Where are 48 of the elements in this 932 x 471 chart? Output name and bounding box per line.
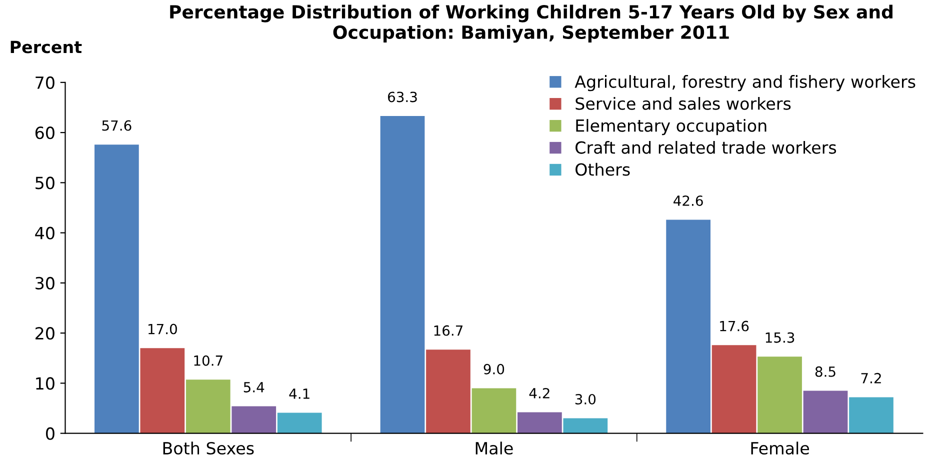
legend-label: Craft and related trade workers bbox=[576, 140, 836, 154]
y-tick-label: 60 bbox=[35, 126, 54, 140]
bar bbox=[803, 390, 848, 434]
x-tick-label: Male bbox=[476, 442, 513, 455]
y-tick-label: 30 bbox=[36, 276, 54, 290]
legend-label: Others bbox=[576, 162, 630, 176]
bar bbox=[563, 418, 608, 434]
y-tick-label: 10 bbox=[36, 377, 54, 390]
bar bbox=[186, 380, 230, 434]
bar bbox=[666, 220, 710, 434]
bar bbox=[426, 350, 470, 434]
bar bbox=[849, 397, 894, 434]
bar bbox=[380, 116, 425, 434]
chart-title: Percentage Distribution of Working Children 5-17 Years Old by Sex and Occupation: Bamiyan, September 2011 bbox=[170, 4, 892, 43]
legend-label: Service and sales workers bbox=[576, 97, 791, 110]
x-tick-label: Both Sexes bbox=[163, 442, 254, 455]
data-label: 57.6 bbox=[102, 120, 132, 131]
data-label: 4.2 bbox=[529, 388, 550, 398]
data-label: 42.6 bbox=[674, 195, 703, 206]
data-label: 16.7 bbox=[434, 325, 463, 336]
y-axis-title: Percent bbox=[10, 40, 82, 54]
data-label: 17.6 bbox=[720, 320, 749, 332]
bar bbox=[712, 345, 756, 434]
data-label: 9.0 bbox=[484, 364, 504, 374]
x-tick-label: Female bbox=[751, 442, 810, 455]
data-label: 4.1 bbox=[289, 388, 310, 399]
bar bbox=[94, 144, 139, 434]
data-label: 15.3 bbox=[766, 332, 794, 343]
legend-label: Agricultural, forestry and fishery workers bbox=[574, 75, 916, 92]
bar bbox=[232, 406, 276, 434]
data-label: 17.0 bbox=[148, 324, 177, 334]
bar bbox=[277, 412, 322, 434]
y-tick-label: 20 bbox=[36, 327, 54, 340]
bar bbox=[140, 348, 185, 434]
legend-label: Elementary occupation bbox=[576, 118, 766, 136]
y-tick-label: 40 bbox=[35, 226, 54, 240]
data-label: 63.3 bbox=[388, 92, 417, 102]
bar bbox=[758, 356, 802, 434]
data-label: 7.2 bbox=[861, 372, 881, 384]
data-label: 5.4 bbox=[244, 382, 264, 392]
y-tick-label: 0 bbox=[46, 427, 54, 440]
bar bbox=[518, 412, 562, 434]
y-tick-label: 50 bbox=[36, 176, 54, 190]
data-label: 3.0 bbox=[575, 394, 596, 404]
data-label: 10.7 bbox=[194, 355, 222, 366]
data-label: 8.5 bbox=[815, 366, 836, 377]
bar bbox=[472, 388, 516, 434]
y-tick-label: 70 bbox=[36, 76, 54, 89]
